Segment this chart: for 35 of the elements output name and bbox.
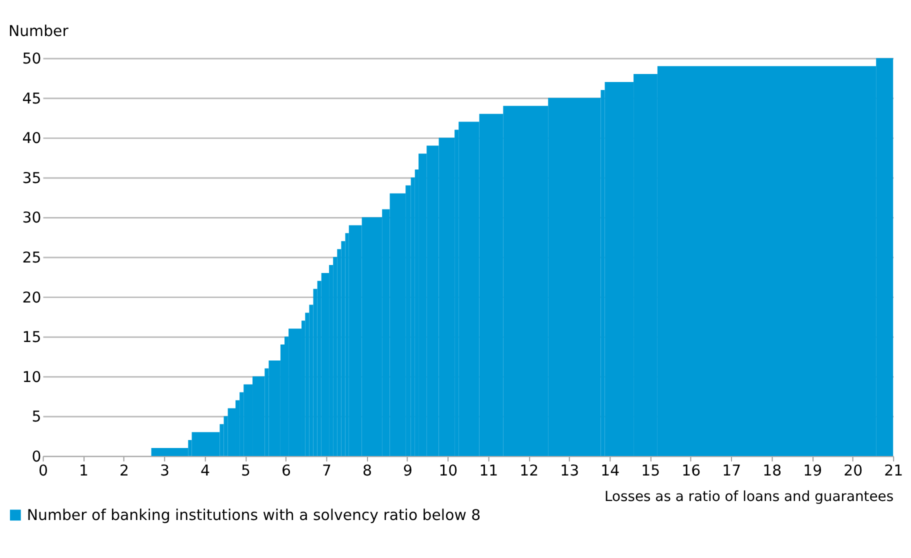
x-tick-label: 5 [240, 461, 250, 480]
y-tick-label: 0 [32, 447, 42, 466]
x-tick-label: 9 [402, 461, 412, 480]
x-tick-label: 18 [762, 461, 782, 480]
legend-label: Number of banking institutions with a solvency ratio below 8 [26, 506, 481, 524]
x-tick-label: 11 [479, 461, 498, 480]
y-tick-label: 35 [22, 168, 42, 187]
x-tick-label: 4 [200, 461, 210, 480]
y-tick-label: 25 [22, 248, 42, 267]
x-tick-label: 21 [884, 461, 904, 480]
x-tick-label: 17 [722, 461, 742, 480]
x-tick-label: 12 [520, 461, 539, 480]
y-tick-label: 45 [22, 89, 42, 108]
x-tick-label: 7 [322, 461, 332, 480]
x-tick-label: 6 [281, 461, 291, 480]
x-tick-label: 2 [120, 461, 129, 480]
y-tick-label: 40 [22, 129, 42, 148]
x-tick-label: 1 [79, 461, 88, 480]
y-tick-label: 30 [22, 208, 42, 227]
x-tick-label: 15 [641, 461, 660, 480]
y-tick-label: 10 [22, 368, 42, 386]
x-tick-label: 14 [600, 461, 620, 480]
y-axis-title: Number [8, 22, 70, 40]
y-tick-label: 15 [22, 328, 42, 346]
y-tick-label: 50 [22, 50, 42, 68]
x-tick-label: 19 [803, 461, 822, 480]
y-tick-label: 20 [22, 288, 42, 306]
x-tick-label: 10 [438, 461, 458, 480]
y-tick-label: 5 [32, 408, 42, 426]
x-tick-label: 13 [560, 461, 580, 480]
x-axis-title: Losses as a ratio of loans and guarantees [604, 489, 894, 506]
x-tick-label: 20 [844, 461, 863, 480]
x-tick-label: 16 [682, 461, 701, 480]
x-tick-label: 3 [160, 461, 170, 480]
x-tick-label: 8 [362, 461, 372, 480]
